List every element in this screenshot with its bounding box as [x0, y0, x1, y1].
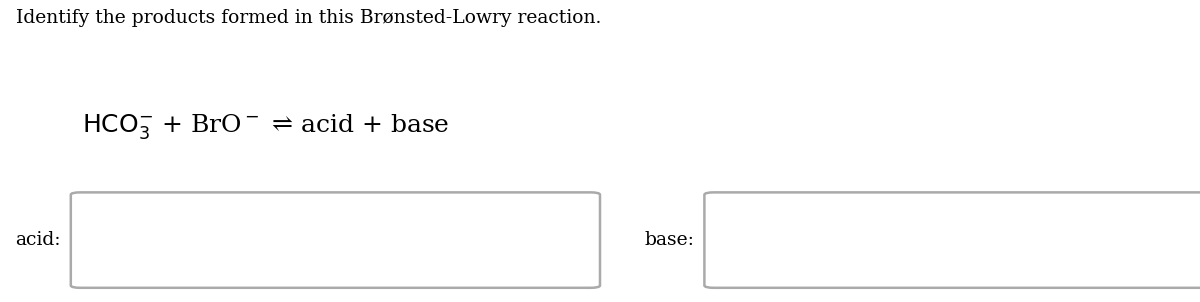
- Text: base:: base:: [644, 231, 695, 249]
- FancyBboxPatch shape: [71, 192, 600, 288]
- Text: acid:: acid:: [16, 231, 61, 249]
- Text: Identify the products formed in this Brønsted-Lowry reaction.: Identify the products formed in this Brø…: [16, 9, 601, 27]
- FancyBboxPatch shape: [704, 192, 1200, 288]
- Text: $\mathrm{HCO_3^{-}}$ + BrO$^-$ ⇌ acid + base: $\mathrm{HCO_3^{-}}$ + BrO$^-$ ⇌ acid + …: [82, 112, 449, 141]
